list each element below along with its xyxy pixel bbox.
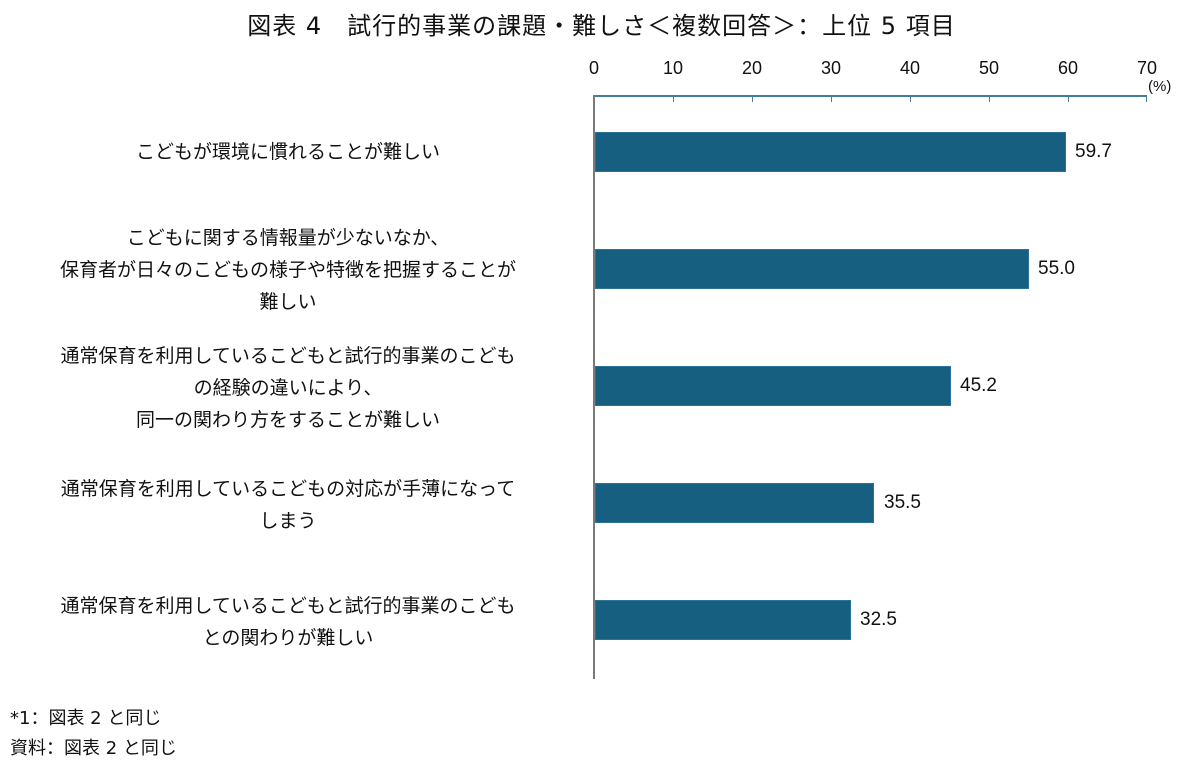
value-label-3: 45.2 (960, 375, 997, 396)
bar-3 (595, 366, 952, 406)
x-axis-tick (910, 95, 911, 102)
tick-label-70: 70 (1136, 58, 1158, 78)
value-label-4: 35.5 (884, 492, 921, 513)
axis-unit-label: (%) (1148, 78, 1172, 95)
bar-4 (595, 483, 875, 523)
category-label-2: こどもに関する情報量が少ないなか、 保育者が日々のこどもの様子や特徴を把握するこ… (59, 227, 516, 313)
value-label-1: 59.7 (1075, 141, 1112, 162)
tick-label-10: 10 (662, 58, 684, 78)
footnote-1: *1：図表 2 と同じ (10, 708, 162, 729)
x-axis-tick (989, 95, 990, 102)
chart-title: 図表 4 試行的事業の課題・難しさ＜複数回答＞：上位 5 項目 (247, 12, 956, 40)
tick-label-0: 0 (588, 58, 600, 78)
category-label-5: 通常保育を利用しているこどもと試行的事業のこども との関わりが難しい (60, 595, 516, 649)
bar-2 (595, 249, 1029, 289)
y-axis-line (593, 95, 595, 679)
footnotes: *1：図表 2 と同じ 資料：図表 2 と同じ (10, 704, 177, 764)
tick-label-20: 20 (741, 58, 763, 78)
value-label-5: 32.5 (860, 609, 897, 630)
x-axis-line (594, 95, 1147, 97)
tick-label-50: 50 (978, 58, 1000, 78)
bar-5 (595, 600, 851, 640)
x-axis-tick (752, 95, 753, 102)
tick-label-60: 60 (1057, 58, 1079, 78)
bar-1 (595, 132, 1066, 172)
category-label-1: こどもが環境に慣れることが難しい (135, 141, 440, 163)
source-note: 資料：図表 2 と同じ (10, 738, 177, 759)
tick-label-40: 40 (899, 58, 921, 78)
x-axis-tick (1068, 95, 1069, 102)
tick-label-30: 30 (820, 58, 842, 78)
value-label-2: 55.0 (1038, 258, 1075, 279)
category-label-3: 通常保育を利用しているこどもと試行的事業のこども の経験の違いにより、 同一の関… (60, 345, 516, 431)
x-axis-tick (673, 95, 674, 102)
x-axis-tick (831, 95, 832, 102)
x-axis-tick (1146, 95, 1147, 102)
category-label-4: 通常保育を利用しているこどもの対応が手薄になって しまう (60, 478, 516, 532)
